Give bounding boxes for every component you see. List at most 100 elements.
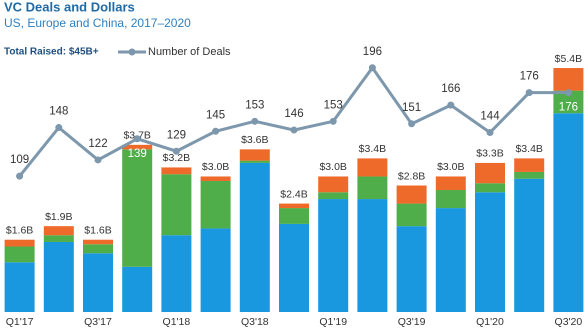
total-label: $3.0B [202, 161, 229, 173]
deals-point [408, 120, 416, 128]
bar-segment [43, 241, 74, 312]
bar-segment [396, 203, 427, 227]
bar-segment [553, 90, 584, 114]
deals-label: 196 [363, 46, 382, 58]
deals-label: 145 [206, 109, 225, 121]
deals-point [486, 129, 494, 137]
bar-segment [122, 149, 153, 267]
deals-point [251, 117, 259, 125]
bar-segment [239, 162, 270, 312]
x-tick-label: Q1'18 [163, 316, 191, 328]
x-tick-label: Q3'19 [398, 316, 426, 328]
chart-subtitle: US, Europe and China, 2017–2020 [4, 16, 191, 30]
deals-label: 153 [324, 99, 343, 111]
bar-segment [435, 208, 466, 312]
total-label: $1.6B [84, 224, 111, 236]
x-tick-label: Q1'19 [319, 316, 347, 328]
deals-label: 151 [402, 102, 421, 114]
deals-label: 176 [520, 71, 539, 83]
x-tick-label: Q3'18 [241, 316, 269, 328]
total-label: $3.2B [163, 152, 190, 164]
bar-segment [4, 239, 35, 247]
bar-segment [200, 176, 231, 181]
bar-segment [43, 235, 74, 242]
bar-segment [435, 176, 466, 191]
deals-label: 122 [88, 138, 107, 150]
deals-label: 109 [10, 154, 29, 166]
bar-segment [4, 262, 35, 312]
total-label: $3.0B [437, 161, 464, 173]
bar-segment [4, 246, 35, 263]
x-tick-label: Q1'20 [476, 316, 504, 328]
deals-point [212, 127, 220, 135]
bar-segment [161, 167, 192, 175]
deals-label: 144 [480, 111, 500, 123]
deals-label: 129 [167, 129, 186, 141]
bar-segment [553, 113, 584, 312]
bar-segment [122, 266, 153, 312]
total-label: $2.4B [280, 188, 307, 200]
total-label: $1.6B [6, 224, 33, 236]
bar-segment [318, 176, 349, 193]
deals-point [564, 89, 572, 97]
bar-segment [475, 162, 505, 184]
bar-segment [83, 244, 113, 254]
deals-label: 166 [441, 83, 460, 95]
x-tick-label: Q1'17 [6, 316, 34, 328]
deals-point [525, 89, 533, 97]
bar-segment [43, 226, 74, 236]
deals-point [16, 172, 24, 180]
deals-label: 148 [49, 106, 68, 118]
legend-marker [128, 48, 136, 56]
bar-segment [279, 208, 309, 224]
deals-point [55, 124, 63, 132]
bar-segment [357, 158, 388, 177]
total-label: $3.4B [359, 143, 386, 155]
deals-point [368, 64, 376, 72]
bar-segment [318, 192, 349, 200]
annotation: Total Raised: $45B+ [4, 47, 99, 58]
bar-segment [83, 253, 113, 312]
deals-label: 176 [559, 102, 578, 114]
bar-segment [514, 178, 545, 312]
bar-segment [435, 190, 466, 209]
bar-segment [279, 203, 309, 209]
total-label: $3.0B [319, 161, 346, 173]
deals-point [133, 135, 141, 143]
bar-segment [357, 176, 388, 200]
bar-segment [239, 160, 270, 163]
bar-segment [239, 149, 270, 161]
x-tick-label: Q3'20 [555, 316, 583, 328]
bar-segment [200, 180, 231, 229]
bar-segment [279, 223, 309, 312]
bar-segment [357, 199, 388, 312]
bar-segment [122, 144, 153, 150]
deals-point [329, 117, 337, 125]
deals-point [447, 101, 455, 109]
bar-segment [83, 239, 113, 245]
bar-segment [396, 226, 427, 312]
deals-label: 146 [284, 108, 303, 120]
bar-segment [200, 228, 231, 312]
legend-label: Number of Deals [148, 46, 231, 58]
bar-segment [318, 199, 349, 312]
bar-segment [475, 183, 505, 193]
total-label: $3.4B [515, 143, 542, 155]
x-tick-label: Q3'17 [84, 316, 112, 328]
bar-segment [514, 158, 545, 172]
bar-segment [161, 235, 192, 312]
total-label: $1.9B [45, 211, 72, 223]
deals-point [94, 156, 102, 164]
total-label: $2.8B [398, 170, 425, 182]
bar-segment [514, 171, 545, 179]
deals-point [172, 147, 180, 155]
deals-label: 153 [245, 99, 264, 111]
total-label: $3.3B [476, 148, 503, 160]
chart-title: VC Deals and Dollars [4, 0, 135, 14]
bar-segment [396, 185, 427, 204]
total-label: $3.6B [241, 134, 268, 146]
deals-label: 139 [128, 148, 147, 160]
bar-segment [553, 68, 584, 91]
bar-segment [475, 192, 505, 312]
